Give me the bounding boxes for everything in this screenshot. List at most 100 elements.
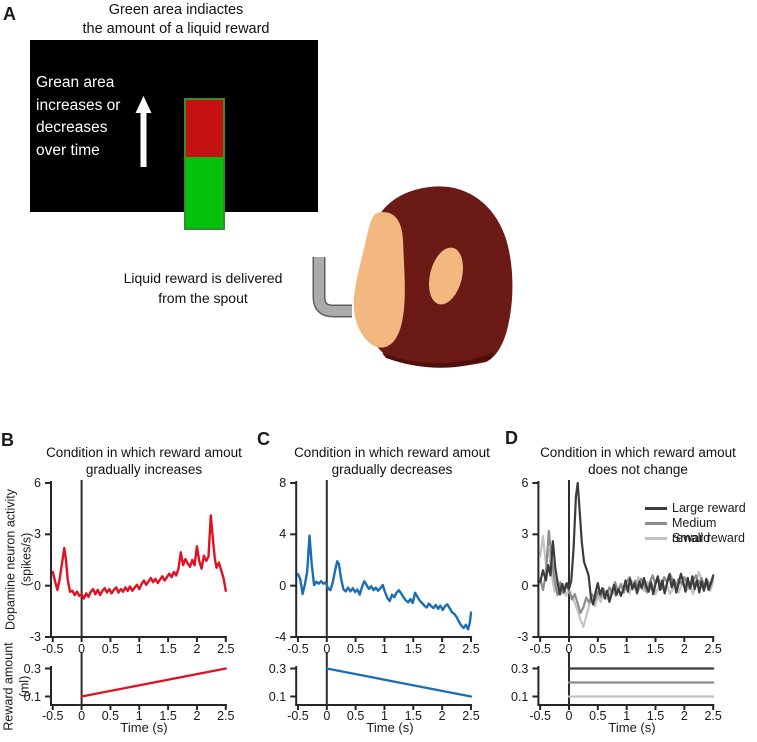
legend-swatch-medium xyxy=(645,522,667,525)
panel-a-title-line1: Green area indiactes xyxy=(108,2,244,18)
monkey-face xyxy=(353,212,405,348)
x-tick-label: 1.5 xyxy=(404,709,422,723)
x-tick-label: 2 xyxy=(680,709,688,723)
y-tick-label: 0.1 xyxy=(511,689,529,704)
panel-b-title-line1: Condition in which reward amout xyxy=(46,445,242,460)
spout-caption: Liquid reward is delivered from the spou… xyxy=(83,268,323,308)
legend-swatch-small xyxy=(645,537,667,540)
x-axis-label-c: Time (s) xyxy=(366,720,414,735)
x-tick-label: 2 xyxy=(438,642,446,656)
screen-annotation-line1: Grean area xyxy=(36,74,115,91)
x-axis-label-d: Time (s) xyxy=(608,720,656,735)
x-tick-label: -0.5 xyxy=(287,709,309,723)
y-axis-label-reward-line1: Reward amount xyxy=(1,642,16,731)
x-tick-label: -0.5 xyxy=(41,709,64,723)
screen-annotation: Grean area increases or decreases over t… xyxy=(36,72,120,162)
activity-trace xyxy=(51,514,228,600)
panel-c-label: C xyxy=(257,429,270,449)
activity-trace xyxy=(539,534,715,628)
y-tick-label: 6 xyxy=(34,476,41,490)
screen-annotation-line4: over time xyxy=(36,141,100,159)
y-axis-label-reward: Reward amount (ml) xyxy=(2,631,33,742)
x-tick-label: 0 xyxy=(78,709,86,723)
x-tick-label: 0 xyxy=(323,642,331,656)
x-tick-label: -0.5 xyxy=(287,642,309,656)
y-tick-label: 0.1 xyxy=(268,689,287,704)
y-tick-label: 4 xyxy=(279,527,287,542)
x-tick-label: 2.5 xyxy=(462,642,480,656)
spout-caption-line1: Liquid reward is delivered xyxy=(123,270,283,286)
y-tick-label: 0 xyxy=(521,578,529,593)
monkey-eye-patch xyxy=(428,247,464,305)
x-tick-label: 1.5 xyxy=(646,642,665,656)
legend-swatch-large xyxy=(645,507,667,510)
reward-spout xyxy=(314,257,352,316)
reward-trace xyxy=(325,667,473,698)
x-tick-label: 0 xyxy=(323,709,331,723)
spout-caption-line2: from the spout xyxy=(158,290,248,306)
x-tick-label: 1 xyxy=(623,709,631,723)
y-tick-label: 0.3 xyxy=(511,661,529,676)
x-tick-label: 1 xyxy=(135,642,143,656)
panel-d-label: D xyxy=(505,428,518,448)
x-tick-label: 0 xyxy=(78,642,86,656)
x-axis-label-b: Time (s) xyxy=(120,720,168,735)
y-axis-label-activity: Dopamine neuron activity (spikes/s) xyxy=(4,475,35,645)
task-screen xyxy=(30,40,318,230)
panel-a-title: Green area indiactes the amount of a liq… xyxy=(26,1,326,39)
y-tick-label: -3 xyxy=(517,630,529,644)
x-tick-label: -0.5 xyxy=(529,642,551,656)
y-tick-label: 6 xyxy=(521,476,529,490)
panel-b-label: B xyxy=(1,430,14,450)
x-tick-label: 2.5 xyxy=(704,709,722,723)
x-tick-label: 1 xyxy=(380,642,388,656)
panel-a-label: A xyxy=(3,4,16,24)
x-tick-label: 1 xyxy=(135,709,143,723)
x-tick-label: 1.5 xyxy=(159,642,177,656)
legend-label-small: Small reward xyxy=(672,531,745,545)
y-axis-label-activity-line2: (spikes/s) xyxy=(19,532,33,587)
reward-trace xyxy=(80,667,227,698)
charts-layer xyxy=(45,480,715,710)
x-tick-label: 1 xyxy=(623,642,631,656)
x-tick-label: 0.5 xyxy=(589,709,607,723)
x-tick-label: 2.5 xyxy=(462,709,480,723)
y-axis-label-reward-line2: (ml) xyxy=(17,675,31,698)
y-tick-label: 0.1 xyxy=(23,689,41,704)
x-tick-label: -0.5 xyxy=(529,709,551,723)
screen-annotation-line2: increases or xyxy=(36,96,121,114)
legend-label-medium: Medium reward xyxy=(672,516,717,545)
x-tick-label: 0.5 xyxy=(101,642,120,656)
x-tick-label: 2 xyxy=(680,642,688,656)
panel-c-title-line2: gradually decreases xyxy=(331,462,453,477)
monkey-head xyxy=(363,186,513,368)
x-tick-label: 0.5 xyxy=(101,709,120,723)
x-tick-label: 1.5 xyxy=(646,709,665,723)
x-tick-label: 1.5 xyxy=(404,642,422,656)
monkey-illustration xyxy=(312,186,513,368)
y-tick-label: 0.3 xyxy=(23,661,41,676)
reward-bar xyxy=(184,98,225,230)
panel-a-title-line2: the amount of a liquid reward xyxy=(82,21,270,37)
x-tick-label: 2.5 xyxy=(704,642,722,656)
y-tick-label: -4 xyxy=(275,630,287,644)
panel-b-title-line2: gradually increases xyxy=(85,462,203,477)
y-axis-label-activity-line1: Dopamine neuron activity xyxy=(3,488,18,631)
x-tick-label: -0.5 xyxy=(41,642,64,656)
x-tick-label: 1.5 xyxy=(159,709,177,723)
x-tick-label: 2 xyxy=(193,709,201,723)
x-tick-label: 2.5 xyxy=(217,642,235,656)
monkey-chin-shadow xyxy=(382,352,494,368)
y-tick-label: 3 xyxy=(521,527,529,542)
y-tick-label: 8 xyxy=(279,476,287,490)
panel-c-title-line1: Condition in which reward amout xyxy=(294,445,490,460)
x-tick-label: 2 xyxy=(438,709,446,723)
screen-annotation-line3: decreases xyxy=(36,119,108,136)
x-tick-label: 1 xyxy=(380,709,388,723)
y-tick-label: 3 xyxy=(34,527,41,542)
reward-spout-outline xyxy=(312,257,352,318)
panel-d-title-line2: does not change xyxy=(588,462,688,477)
y-tick-label: 0 xyxy=(34,578,41,593)
x-tick-label: 0 xyxy=(565,642,573,656)
